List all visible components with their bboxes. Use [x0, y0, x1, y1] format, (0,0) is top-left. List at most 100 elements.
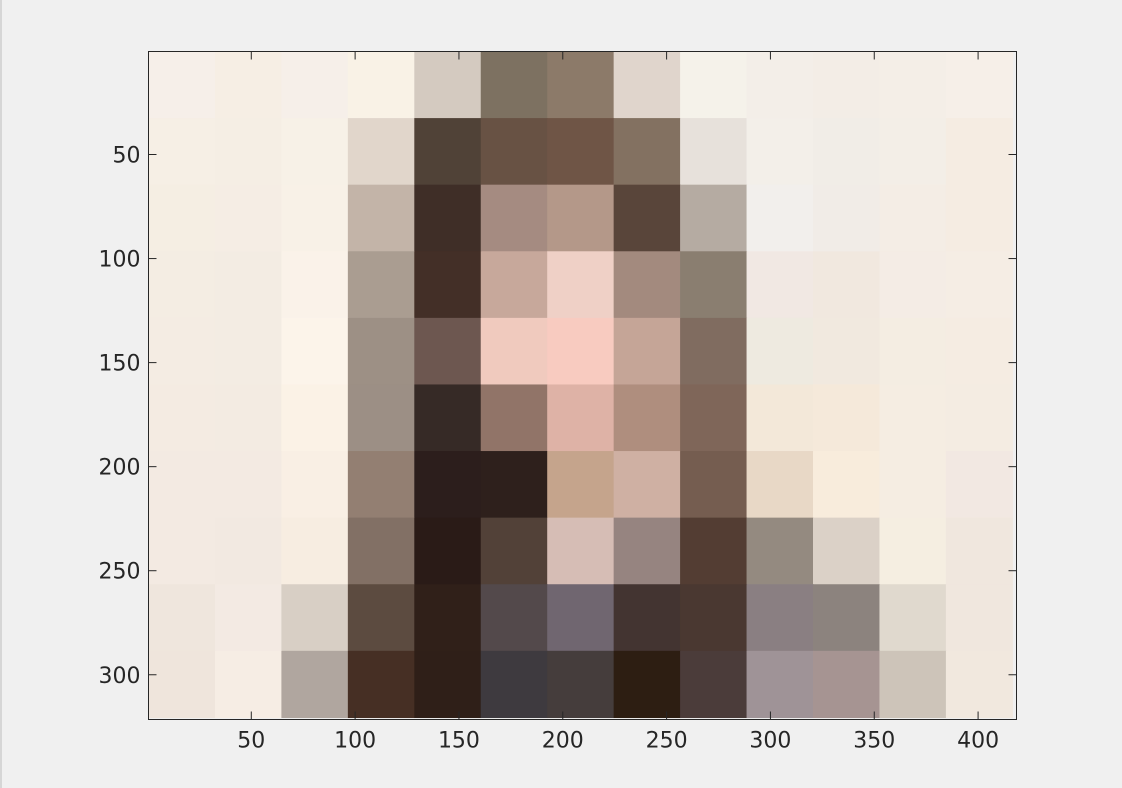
- image-cell-r7-c7: [613, 517, 681, 585]
- image-cell-r5-c2: [281, 384, 349, 452]
- image-cell-r9-c12: [945, 650, 1013, 719]
- image-cell-r0-c11: [879, 51, 947, 119]
- image-cell-r9-c10: [813, 650, 881, 719]
- image-cell-r1-c0: [148, 118, 216, 186]
- image-cell-r9-c1: [214, 650, 282, 719]
- image-cell-r7-c3: [347, 517, 415, 585]
- image-cell-r6-c7: [613, 451, 681, 519]
- image-cell-r6-c12: [945, 451, 1013, 519]
- image-cell-r1-c6: [547, 118, 615, 186]
- image-cell-r4-c1: [214, 317, 282, 386]
- image-cell-r7-c4: [414, 517, 482, 585]
- image-cell-r8-c1: [214, 584, 282, 652]
- image-cell-r8-c5: [480, 584, 548, 652]
- image-cell-r3-c4: [414, 251, 482, 319]
- image-cell-r3-c10: [813, 251, 881, 319]
- y-tick-label-50: 50: [113, 144, 141, 169]
- image-cell-r4-c4: [414, 317, 482, 386]
- image-cell-r2-c12: [945, 184, 1013, 252]
- image-cell-r5-c11: [879, 384, 947, 452]
- image-cell-r9-c3: [347, 650, 415, 719]
- image-cell-r6-c0: [148, 451, 216, 519]
- image-cell-r6-c10: [813, 451, 881, 519]
- image-cell-r7-c8: [680, 517, 748, 585]
- image-cell-r2-c6: [547, 184, 615, 252]
- image-cell-r6-c11: [879, 451, 947, 519]
- image-cell-r7-c12: [945, 517, 1013, 585]
- image-cell-r5-c9: [746, 384, 814, 452]
- image-cell-r1-c11: [879, 118, 947, 186]
- image-cell-r5-c4: [414, 384, 482, 452]
- image-cell-r4-c9: [746, 317, 814, 386]
- image-cell-r1-c9: [746, 118, 814, 186]
- x-tick-label-400: 400: [957, 729, 999, 754]
- image-cell-r3-c6: [547, 251, 615, 319]
- image-cell-r0-c4: [414, 51, 482, 119]
- image-cell-r8-c12: [945, 584, 1013, 652]
- image-cell-r3-c11: [879, 251, 947, 319]
- image-cell-r1-c12: [945, 118, 1013, 186]
- x-tick-label-300: 300: [749, 729, 791, 754]
- image-cell-r6-c6: [547, 451, 615, 519]
- image-cell-r7-c2: [281, 517, 349, 585]
- image-cell-r2-c9: [746, 184, 814, 252]
- image-cell-r1-c8: [680, 118, 748, 186]
- image-cell-r3-c9: [746, 251, 814, 319]
- image-cell-r2-c8: [680, 184, 748, 252]
- image-cell-r2-c2: [281, 184, 349, 252]
- image-cell-r1-c5: [480, 118, 548, 186]
- y-tick-label-150: 150: [99, 352, 141, 377]
- image-cell-r3-c7: [613, 251, 681, 319]
- image-cell-r3-c3: [347, 251, 415, 319]
- image-cell-r4-c7: [613, 317, 681, 386]
- image-cell-r8-c7: [613, 584, 681, 652]
- image-cell-r5-c6: [547, 384, 615, 452]
- y-tick-label-300: 300: [99, 664, 141, 689]
- image-cell-r9-c5: [480, 650, 548, 719]
- image-cells: [148, 51, 1013, 719]
- window-left-edge: [0, 0, 2, 788]
- image-cell-r0-c1: [214, 51, 282, 119]
- image-cell-r9-c0: [148, 650, 216, 719]
- image-cell-r8-c0: [148, 584, 216, 652]
- x-tick-label-100: 100: [334, 729, 376, 754]
- image-cell-r0-c9: [746, 51, 814, 119]
- image-cell-r7-c5: [480, 517, 548, 585]
- image-cell-r4-c12: [945, 317, 1013, 386]
- image-cell-r3-c5: [480, 251, 548, 319]
- image-cell-r0-c2: [281, 51, 349, 119]
- image-cell-r0-c12: [945, 51, 1013, 119]
- y-tick-label-100: 100: [99, 248, 141, 273]
- image-cell-r5-c7: [613, 384, 681, 452]
- image-cell-r0-c7: [613, 51, 681, 119]
- image-cell-r8-c9: [746, 584, 814, 652]
- image-cell-r9-c11: [879, 650, 947, 719]
- image-cell-r6-c5: [480, 451, 548, 519]
- image-cell-r2-c3: [347, 184, 415, 252]
- image-cell-r5-c1: [214, 384, 282, 452]
- image-cell-r1-c2: [281, 118, 349, 186]
- image-cell-r2-c5: [480, 184, 548, 252]
- image-cell-r6-c8: [680, 451, 748, 519]
- image-cell-r0-c6: [547, 51, 615, 119]
- image-cell-r1-c10: [813, 118, 881, 186]
- image-cell-r4-c0: [148, 317, 216, 386]
- image-cell-r7-c1: [214, 517, 282, 585]
- image-cell-r4-c6: [547, 317, 615, 386]
- image-cell-r8-c4: [414, 584, 482, 652]
- y-tick-label-200: 200: [99, 456, 141, 481]
- image-cell-r7-c10: [813, 517, 881, 585]
- image-cell-r8-c10: [813, 584, 881, 652]
- image-cell-r5-c8: [680, 384, 748, 452]
- image-cell-r2-c1: [214, 184, 282, 252]
- image-cell-r0-c8: [680, 51, 748, 119]
- image-cell-r1-c3: [347, 118, 415, 186]
- image-cell-r9-c7: [613, 650, 681, 719]
- image-cell-r8-c8: [680, 584, 748, 652]
- axis-tick-labels: 50 100 150 200 250 300 350 400 50 100 150 200 250 300: [99, 144, 1000, 754]
- image-cell-r8-c3: [347, 584, 415, 652]
- image-cell-r4-c2: [281, 317, 349, 386]
- image-cell-r0-c0: [148, 51, 216, 119]
